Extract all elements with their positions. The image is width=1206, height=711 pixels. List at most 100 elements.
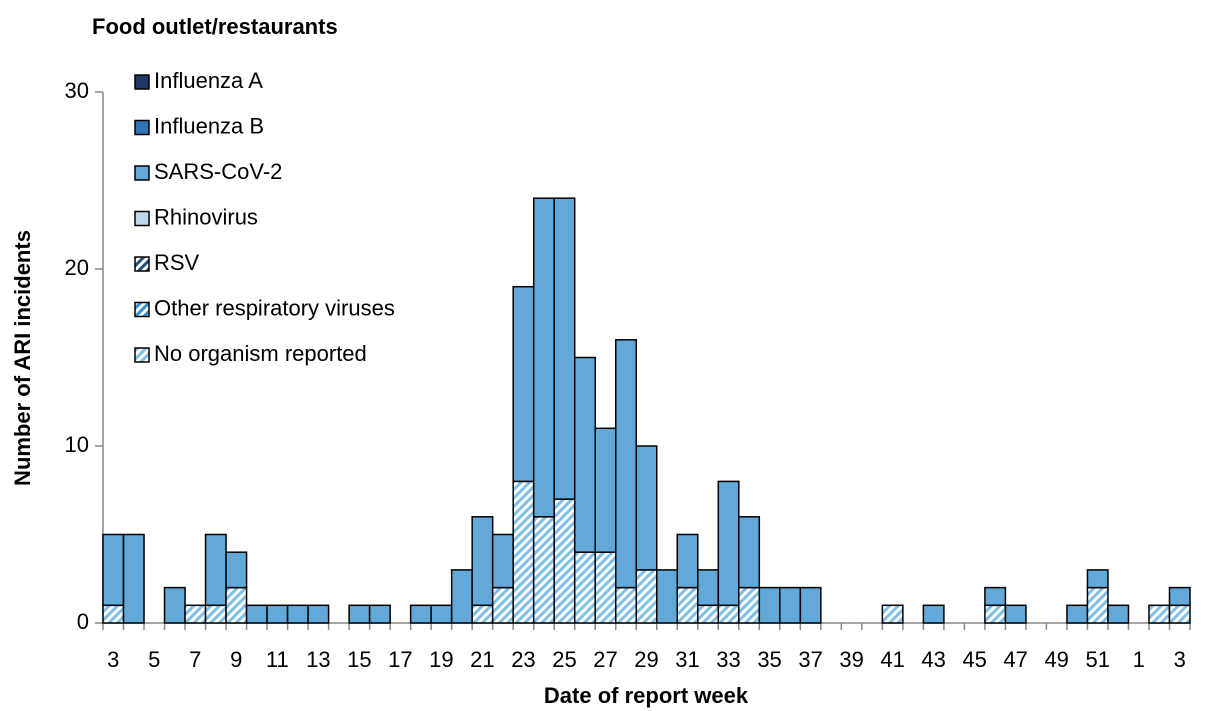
bar-segment <box>594 551 617 624</box>
x-tick-label: 29 <box>634 647 658 672</box>
bar-segment <box>163 586 186 624</box>
legend-swatch <box>134 256 150 272</box>
x-tick-label: 33 <box>716 647 740 672</box>
bar-segment <box>881 604 904 624</box>
bar-segment <box>635 445 658 571</box>
bar-segment <box>1107 604 1130 624</box>
bar-segment <box>656 569 679 624</box>
bar-segment <box>676 533 699 589</box>
x-tick-label: 35 <box>757 647 781 672</box>
legend-label: SARS-CoV-2 <box>154 159 282 184</box>
bar-segment <box>738 516 761 589</box>
bar-segment <box>245 604 268 624</box>
bar-segment <box>102 604 125 624</box>
x-tick-label: 9 <box>230 647 242 672</box>
y-tick-label: 0 <box>77 609 89 634</box>
bar-segment <box>225 551 248 589</box>
bar-segment <box>1066 604 1089 624</box>
bar-segment <box>614 586 637 624</box>
y-tick-label: 10 <box>65 432 89 457</box>
x-tick-label: 3 <box>107 647 119 672</box>
y-tick-label: 30 <box>65 78 89 103</box>
x-tick-label: 5 <box>148 647 160 672</box>
legend-swatch <box>134 74 150 90</box>
legend-swatch <box>134 301 150 318</box>
bar-segment <box>799 586 822 624</box>
bar-segment <box>471 516 494 607</box>
bar-segment <box>676 586 699 624</box>
bar-segment <box>758 586 781 624</box>
legend-swatch <box>134 119 150 136</box>
bar-segment <box>779 586 802 624</box>
bar-segment <box>573 551 596 624</box>
x-tick-label: 13 <box>306 647 330 672</box>
bar-segment <box>450 569 473 624</box>
bar-segment <box>512 285 535 483</box>
bar-segment <box>122 533 145 624</box>
x-tick-label: 37 <box>798 647 822 672</box>
bar-segment <box>1086 586 1109 624</box>
bar-segment <box>1004 604 1027 624</box>
bar-segment <box>266 604 289 624</box>
x-tick-label: 11 <box>266 647 289 672</box>
bar-segment <box>614 339 637 589</box>
bar-segment <box>697 604 720 624</box>
bar-segment <box>184 604 207 624</box>
x-tick-label: 51 <box>1085 647 1109 672</box>
x-tick-label: 49 <box>1044 647 1068 672</box>
y-axis-title: Number of ARI incidents <box>10 230 35 486</box>
bar-segment <box>471 604 494 624</box>
bar-segment <box>635 569 658 624</box>
x-tick-label: 43 <box>921 647 945 672</box>
bar-segment <box>368 604 391 624</box>
bar-segment <box>1168 604 1191 624</box>
x-tick-label: 3 <box>1174 647 1186 672</box>
bar-segment <box>225 586 248 624</box>
bar-segment <box>307 604 330 624</box>
bar-segment <box>204 533 227 607</box>
bar-segment <box>512 480 535 624</box>
x-tick-label: 19 <box>429 647 453 672</box>
x-tick-label: 31 <box>675 647 699 672</box>
bar-segment <box>102 533 125 607</box>
bar-segment <box>984 586 1007 607</box>
legend-label: Influenza A <box>154 68 263 93</box>
bar-segment <box>1148 604 1171 624</box>
bar-segment <box>553 498 576 624</box>
legend-swatch <box>134 210 150 227</box>
legend-swatch <box>134 347 150 363</box>
bar-segment <box>1086 569 1109 589</box>
bar-segment <box>491 586 514 624</box>
x-tick-label: 27 <box>593 647 617 672</box>
bar-segment <box>697 569 720 607</box>
bar-segment <box>717 480 740 607</box>
x-axis-title: Date of report week <box>544 683 749 708</box>
legend-label: Rhinovirus <box>154 204 258 229</box>
legend-label: No organism reported <box>154 341 367 366</box>
bar-segment <box>348 604 371 624</box>
x-tick-label: 7 <box>189 647 201 672</box>
x-tick-label: 21 <box>470 647 494 672</box>
bar-segment <box>717 604 740 624</box>
legend-label: RSV <box>154 250 200 275</box>
legend-label: Other respiratory viruses <box>154 295 395 320</box>
bar-segment <box>204 604 227 624</box>
legend-label: Influenza B <box>154 113 264 138</box>
x-tick-label: 47 <box>1003 647 1027 672</box>
bar-segment <box>491 533 514 589</box>
bar-segment <box>573 356 596 553</box>
bar-segment <box>984 604 1007 624</box>
bar-segment <box>922 604 945 624</box>
x-tick-label: 23 <box>511 647 535 672</box>
x-tick-label: 17 <box>388 647 412 672</box>
y-tick-label: 20 <box>65 255 89 280</box>
bar-segment <box>286 604 309 624</box>
legend-swatch <box>134 165 150 181</box>
bar-segment <box>553 197 576 500</box>
x-tick-label: 1 <box>1133 647 1145 672</box>
chart-title: Food outlet/restaurants <box>92 14 338 39</box>
x-tick-label: 25 <box>552 647 576 672</box>
bar-segment <box>532 197 555 518</box>
bar-segment <box>532 516 555 624</box>
